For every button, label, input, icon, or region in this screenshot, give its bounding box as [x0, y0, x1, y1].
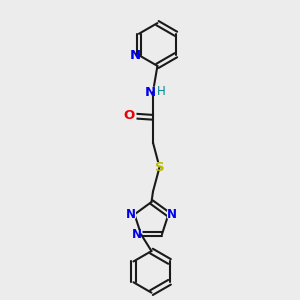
FancyBboxPatch shape: [132, 230, 142, 238]
Text: N: N: [167, 208, 177, 221]
Text: N: N: [130, 49, 141, 62]
Text: N: N: [132, 228, 142, 241]
FancyBboxPatch shape: [125, 111, 136, 121]
FancyBboxPatch shape: [167, 210, 178, 219]
Text: N: N: [145, 85, 156, 98]
FancyBboxPatch shape: [144, 87, 162, 98]
FancyBboxPatch shape: [125, 210, 136, 219]
Text: O: O: [124, 109, 135, 122]
Text: N: N: [126, 208, 136, 221]
FancyBboxPatch shape: [153, 162, 166, 172]
Text: H: H: [157, 85, 166, 98]
Text: S: S: [155, 161, 164, 174]
